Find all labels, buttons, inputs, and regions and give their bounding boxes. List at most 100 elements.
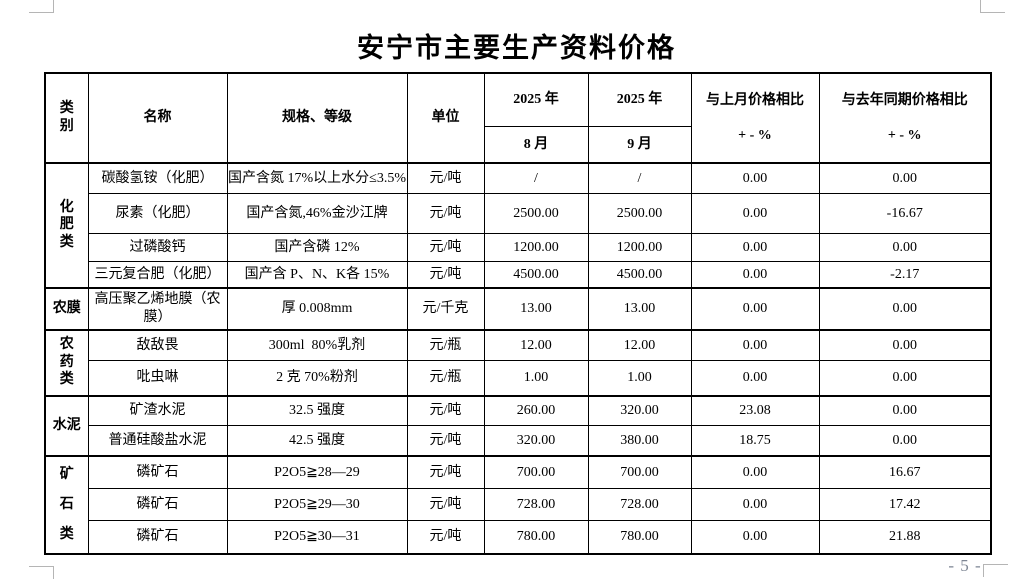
table-row: 磷矿石 P2O5≧30—31 元/吨 780.00 780.00 0.00 21… (45, 520, 992, 554)
table-row: 尿素（化肥） 国产含氮,46%金沙江牌 元/吨 2500.00 2500.00 … (45, 193, 992, 234)
aug-price-cell: 780.00 (483, 520, 589, 554)
yoy-change-cell: 0.00 (818, 394, 992, 426)
mom-change-cell: 0.00 (690, 161, 820, 194)
mom-change-cell: 0.00 (690, 261, 820, 288)
category-cell: 矿 石 类 (44, 454, 89, 554)
yoy-change-cell: 0.00 (818, 328, 992, 361)
spec-cell: P2O5≧30—31 (226, 520, 408, 554)
header-vs-last-month: 与上月价格相比 + - % (690, 72, 820, 163)
aug-price-cell: 1200.00 (483, 233, 589, 262)
name-cell: 敌敌畏 (87, 328, 228, 361)
header-name: 名称 (87, 72, 228, 163)
aug-price-cell: / (483, 161, 589, 194)
unit-cell: 元/吨 (406, 454, 485, 489)
header-vs-last-month-line2: + - % (738, 127, 772, 143)
spec-cell: P2O5≧28—29 (226, 454, 408, 489)
sep-price-cell: 4500.00 (587, 261, 692, 288)
mom-change-cell: 0.00 (690, 454, 820, 489)
aug-price-cell: 320.00 (483, 425, 589, 456)
header-vs-last-year: 与去年同期价格相比 + - % (818, 72, 992, 163)
spec-cell: 42.5 强度 (226, 425, 408, 456)
unit-cell: 元/瓶 (406, 360, 485, 396)
unit-cell: 元/吨 (406, 394, 485, 426)
sep-price-cell: 13.00 (587, 286, 692, 330)
sep-price-cell: 2500.00 (587, 193, 692, 234)
sep-price-cell: 1200.00 (587, 233, 692, 262)
name-cell: 磷矿石 (87, 520, 228, 554)
mom-change-cell: 0.00 (690, 488, 820, 521)
aug-price-cell: 13.00 (483, 286, 589, 330)
mom-change-cell: 0.00 (690, 193, 820, 234)
aug-price-cell: 260.00 (483, 394, 589, 426)
header-sep-month: 9 月 (587, 126, 692, 164)
aug-price-cell: 2500.00 (483, 193, 589, 234)
name-cell: 三元复合肥（化肥） (87, 261, 228, 288)
name-cell: 磷矿石 (87, 488, 228, 521)
name-cell: 过磷酸钙 (87, 233, 228, 262)
aug-price-cell: 12.00 (483, 328, 589, 361)
name-cell: 吡虫啉 (87, 360, 228, 396)
header-row-2: 8 月 9 月 (45, 126, 991, 164)
unit-cell: 元/吨 (406, 488, 485, 521)
header-vs-last-month-line1: 与上月价格相比 (706, 92, 804, 108)
category-cell: 农膜 (44, 286, 89, 330)
price-table: 类 别 名称 规格、等级 单位 2025 年 2025 年 与上月价格相比 + … (44, 72, 992, 555)
unit-cell: 元/瓶 (406, 328, 485, 361)
crop-mark-top-left-icon (29, 0, 54, 13)
unit-cell: 元/吨 (406, 161, 485, 194)
spec-cell: 300ml 80%乳剂 (226, 328, 408, 361)
mom-change-cell: 0.00 (690, 233, 820, 262)
mom-change-cell: 23.08 (690, 394, 820, 426)
mom-change-cell: 0.00 (690, 360, 820, 396)
yoy-change-cell: 0.00 (818, 425, 992, 456)
unit-cell: 元/吨 (406, 193, 485, 234)
crop-mark-bottom-right-icon (983, 564, 1008, 577)
mom-change-cell: 18.75 (690, 425, 820, 456)
spec-cell: 国产含氮,46%金沙江牌 (226, 193, 408, 234)
spec-cell: 国产含磷 12% (226, 233, 408, 262)
header-aug-year: 2025 年 (483, 72, 589, 128)
name-cell: 普通硅酸盐水泥 (87, 425, 228, 456)
sep-price-cell: 320.00 (587, 394, 692, 426)
yoy-change-cell: 21.88 (818, 520, 992, 554)
table-row: 农 药 类 敌敌畏 300ml 80%乳剂 元/瓶 12.00 12.00 0.… (44, 328, 992, 396)
header-vs-last-year-line1: 与去年同期价格相比 (841, 92, 968, 108)
sep-price-cell: 380.00 (587, 425, 692, 456)
page-number: - 5 - (948, 556, 982, 575)
header-vs-last-year-line2: + - % (887, 127, 922, 143)
aug-price-cell: 728.00 (483, 488, 589, 521)
sep-price-cell: 700.00 (587, 454, 692, 489)
sep-price-cell: 1.00 (587, 360, 692, 396)
spec-cell: P2O5≧29—30 (226, 488, 408, 521)
table-row: 三元复合肥（化肥） 国产含 P、N、K各 15% 元/吨 4500.00 450… (45, 261, 992, 288)
name-cell: 矿渣水泥 (87, 394, 228, 426)
table-row: 水泥 矿渣水泥 32.5 强度 元/吨 260.00 320.00 23.08 … (44, 394, 992, 456)
spec-cell: 国产含氮 17%以上水分≤3.5% (226, 161, 408, 194)
aug-price-cell: 1.00 (483, 360, 589, 396)
category-cell: 化 肥 类 (44, 161, 89, 288)
name-cell: 高压聚乙烯地膜（农膜） (87, 286, 228, 330)
sep-price-cell: 780.00 (587, 520, 692, 554)
yoy-change-cell: 0.00 (818, 233, 992, 262)
yoy-change-cell: 17.42 (818, 488, 992, 521)
yoy-change-cell: -2.17 (818, 261, 992, 288)
unit-cell: 元/吨 (406, 233, 485, 262)
mom-change-cell: 0.00 (690, 286, 820, 330)
table-row: 矿 石 类 磷矿石 P2O5≧28—29 元/吨 700.00 700.00 0… (44, 454, 992, 554)
unit-cell: 元/吨 (406, 261, 485, 288)
table-row: 化 肥 类 碳酸氢铵（化肥） 国产含氮 17%以上水分≤3.5% 元/吨 / /… (44, 161, 992, 288)
spec-cell: 32.5 强度 (226, 394, 408, 426)
crop-mark-top-right-icon (980, 0, 1005, 13)
unit-cell: 元/吨 (406, 425, 485, 456)
category-cell: 农 药 类 (44, 328, 89, 396)
sep-price-cell: 12.00 (587, 328, 692, 361)
aug-price-cell: 700.00 (483, 454, 589, 489)
spec-cell: 国产含 P、N、K各 15% (226, 261, 408, 288)
mom-change-cell: 0.00 (690, 520, 820, 554)
yoy-change-cell: 0.00 (818, 161, 992, 194)
crop-mark-bottom-left-icon (29, 566, 54, 579)
header-aug-month: 8 月 (483, 126, 589, 164)
yoy-change-cell: 0.00 (818, 360, 992, 396)
mom-change-cell: 0.00 (690, 328, 820, 361)
name-cell: 磷矿石 (87, 454, 228, 489)
